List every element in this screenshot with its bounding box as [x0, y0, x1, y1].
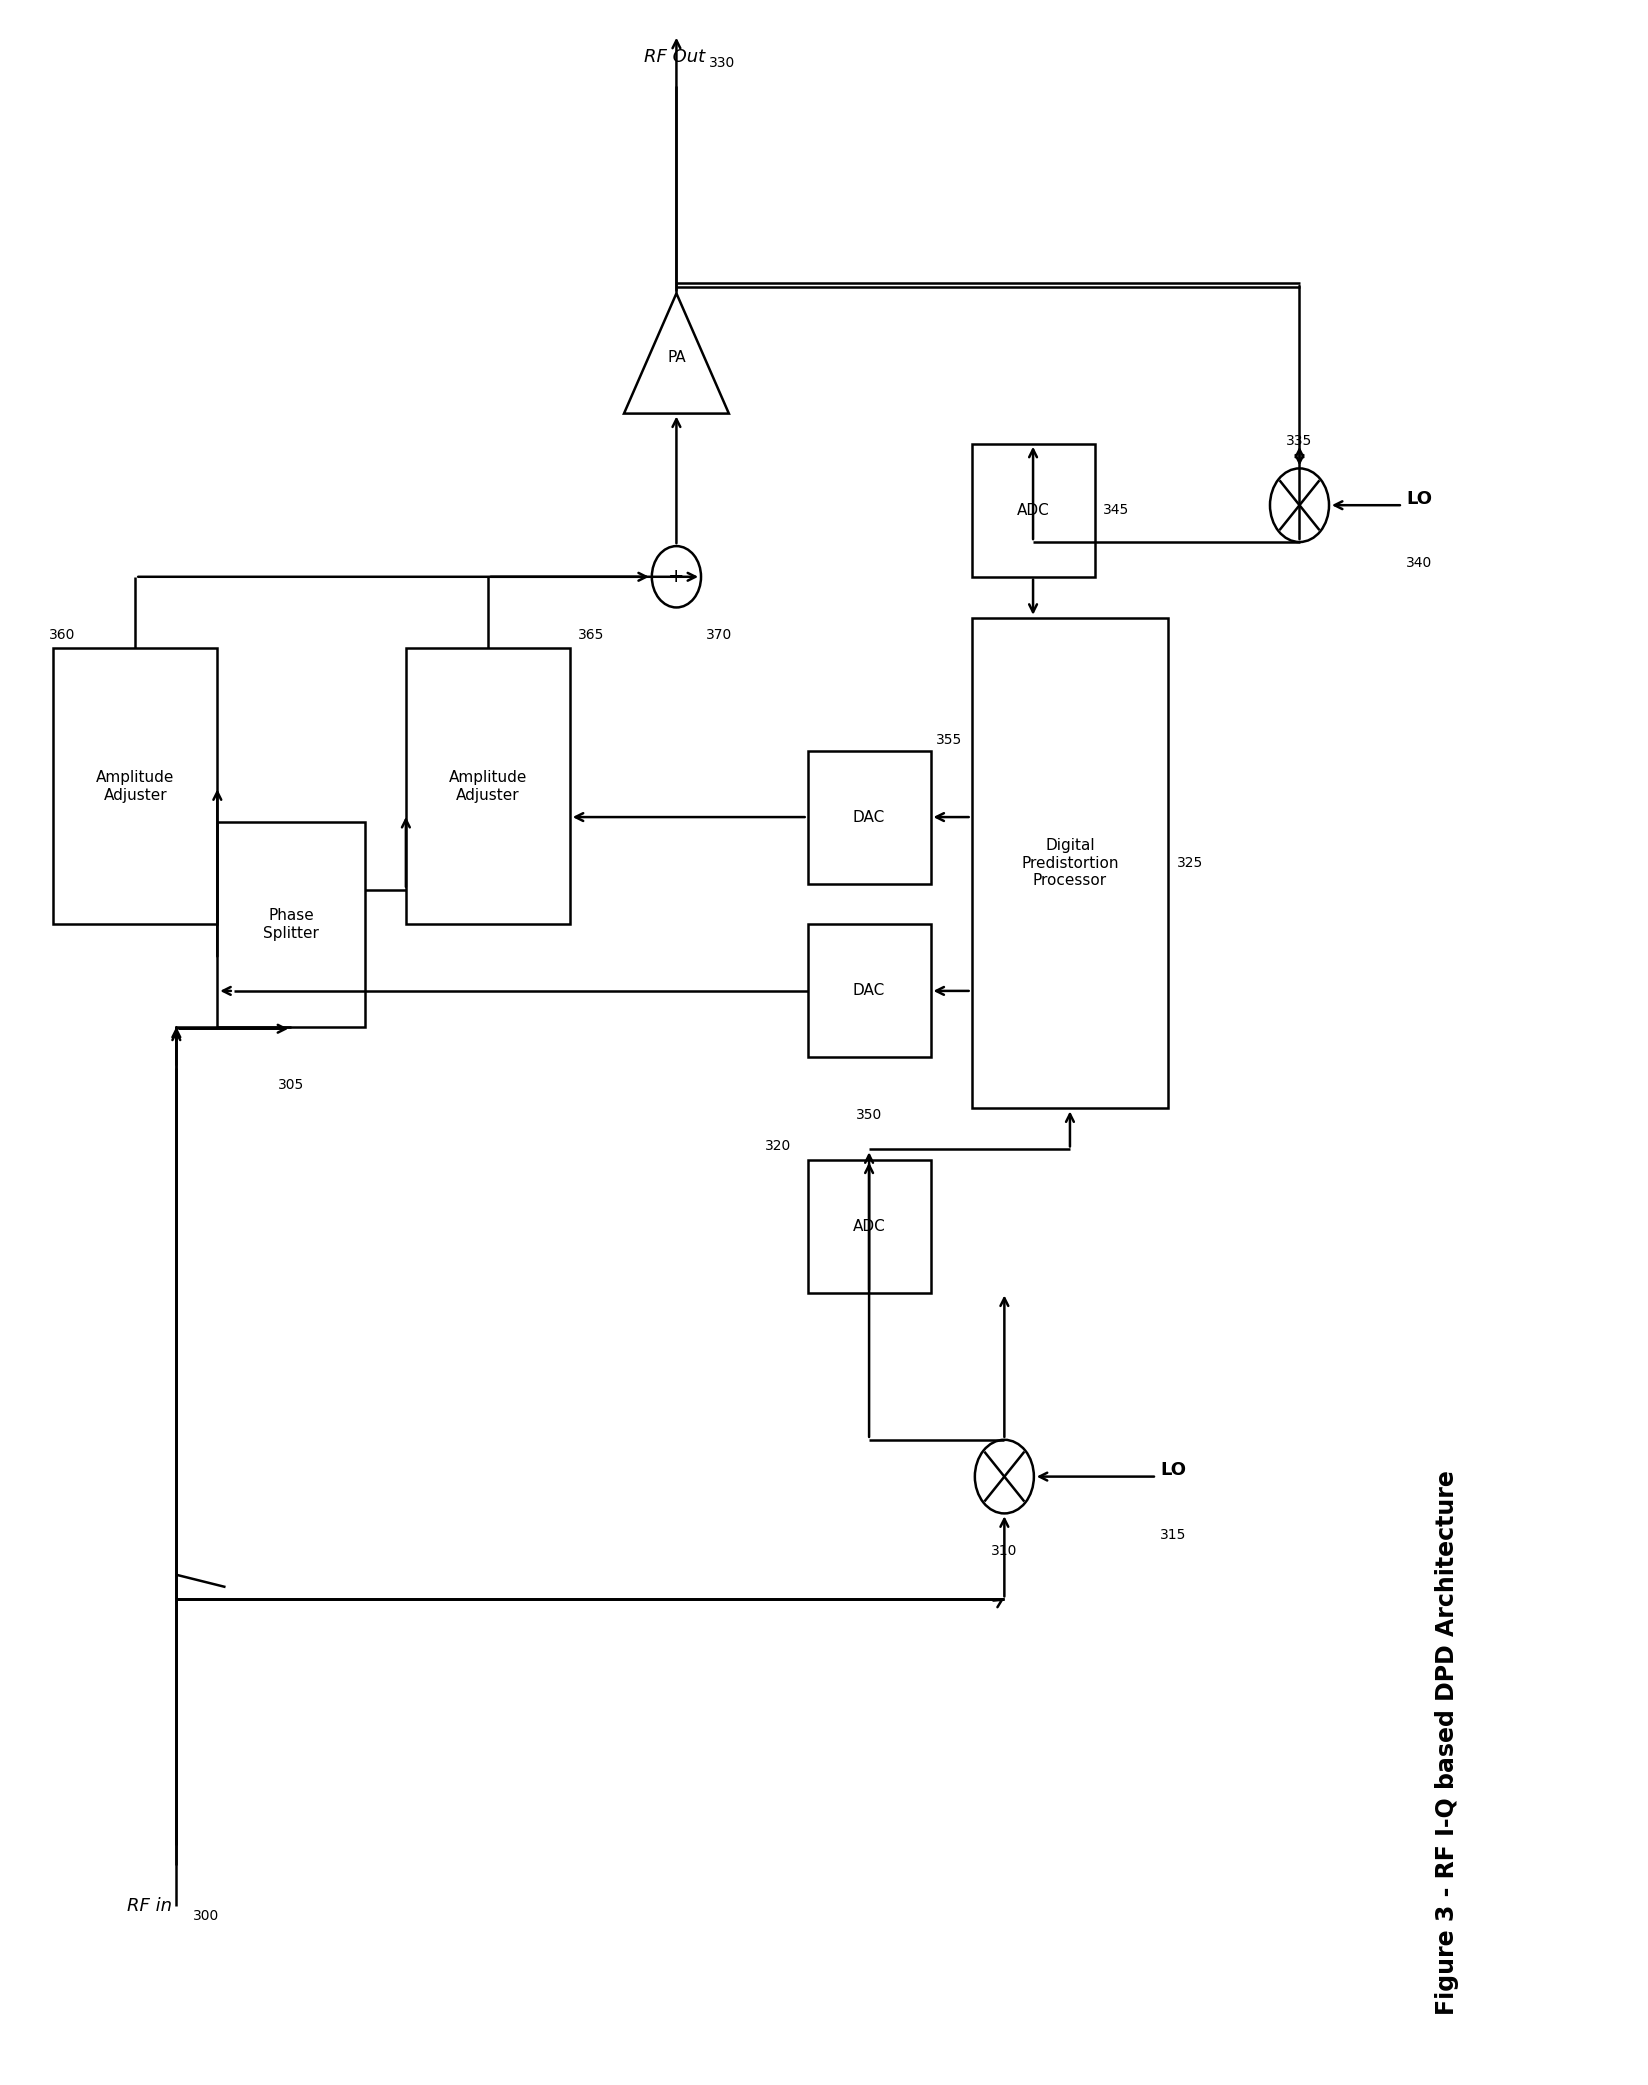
Text: 370: 370: [705, 628, 732, 642]
Text: 350: 350: [855, 1109, 882, 1122]
Text: 335: 335: [1287, 434, 1312, 448]
Text: Phase
Splitter: Phase Splitter: [264, 909, 320, 940]
Bar: [53, 648, 218, 924]
Text: 310: 310: [990, 1545, 1017, 1557]
Bar: [808, 924, 931, 1057]
Bar: [972, 617, 1168, 1109]
Text: 365: 365: [578, 628, 605, 642]
Text: DAC: DAC: [854, 809, 885, 824]
Text: PA: PA: [667, 350, 686, 365]
Text: 300: 300: [193, 1910, 219, 1922]
Bar: [972, 444, 1094, 578]
Text: RF Out: RF Out: [644, 48, 705, 65]
Text: LO: LO: [1160, 1462, 1187, 1480]
Text: +: +: [667, 567, 684, 586]
Text: ADC: ADC: [1017, 502, 1050, 517]
Text: 330: 330: [709, 56, 735, 69]
Text: Amplitude
Adjuster: Amplitude Adjuster: [448, 769, 527, 803]
Text: ADC: ADC: [852, 1218, 885, 1234]
Bar: [808, 1159, 931, 1293]
Text: Amplitude
Adjuster: Amplitude Adjuster: [96, 769, 175, 803]
Text: 355: 355: [936, 732, 962, 746]
Text: 345: 345: [1103, 502, 1129, 517]
Text: Figure 3 - RF I-Q based DPD Architecture: Figure 3 - RF I-Q based DPD Architecture: [1435, 1470, 1458, 2014]
Bar: [405, 648, 570, 924]
Bar: [218, 821, 364, 1026]
Text: DAC: DAC: [854, 984, 885, 999]
Text: 320: 320: [765, 1140, 791, 1153]
Circle shape: [976, 1441, 1033, 1514]
Circle shape: [1271, 469, 1328, 542]
Text: 325: 325: [1177, 857, 1203, 869]
Polygon shape: [625, 294, 728, 413]
Text: RF in: RF in: [127, 1897, 171, 1914]
Text: 360: 360: [48, 628, 74, 642]
Text: 340: 340: [1406, 557, 1432, 571]
Text: 315: 315: [1160, 1528, 1187, 1541]
Bar: [808, 751, 931, 884]
Circle shape: [653, 546, 700, 607]
Text: 305: 305: [279, 1078, 305, 1093]
Text: Digital
Predistortion
Processor: Digital Predistortion Processor: [1022, 838, 1119, 888]
Text: LO: LO: [1406, 490, 1432, 509]
